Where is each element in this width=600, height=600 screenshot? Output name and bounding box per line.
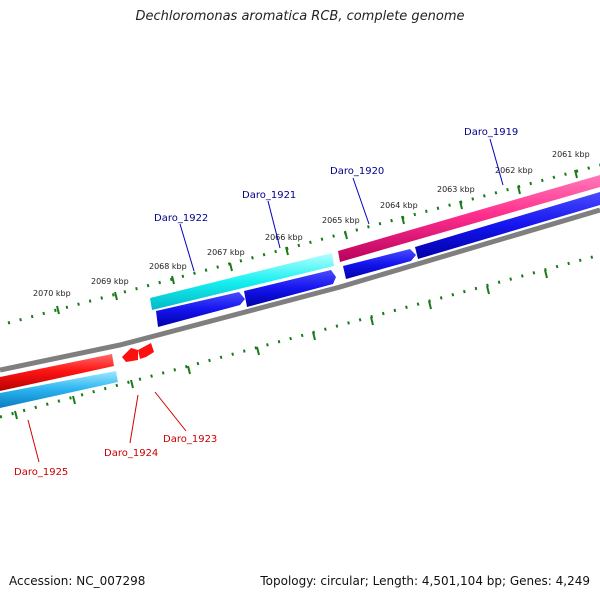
leader-daro-1921: [267, 200, 281, 249]
gene-label-daro-1920[interactable]: Daro_1920: [330, 166, 384, 177]
gene-daro-1923-arrow[interactable]: [138, 343, 154, 359]
tick-label-2066: 2066 kbp: [265, 233, 303, 242]
tick-label-2068: 2068 kbp: [149, 262, 187, 271]
genome-backbone: [0, 207, 600, 373]
inner-major-tick: [428, 300, 432, 310]
inner-major-tick: [544, 269, 548, 279]
inner-major-tick: [72, 395, 76, 405]
inner-major-tick: [312, 331, 316, 341]
outer-scale-ticks: [7, 163, 600, 325]
tick-label-2062: 2062 kbp: [495, 166, 533, 175]
gene-daro-1921-arrow[interactable]: [244, 270, 336, 307]
leader-daro-1919: [489, 138, 504, 186]
leader-daro-1922: [179, 223, 195, 272]
major-tick-2069: [114, 291, 118, 301]
major-tick-2067: [229, 262, 233, 272]
accession-text: Accession: NC_007298: [9, 574, 146, 588]
outer-tick-dots: [7, 163, 600, 325]
gene-daro-1924-arrow[interactable]: [122, 348, 138, 362]
scale-labels: 2061 kbp 2062 kbp 2063 kbp 2064 kbp 2065…: [33, 150, 590, 298]
forward-strand-genes: [150, 175, 600, 327]
gene-daro-1922-track[interactable]: [150, 253, 334, 310]
major-tick-2068: [171, 275, 175, 285]
inner-scale-ticks: [0, 253, 600, 420]
gene-daro-1925-arrow[interactable]: [0, 371, 118, 408]
gene-label-daro-1924[interactable]: Daro_1924: [104, 448, 158, 459]
inner-major-tick: [14, 410, 18, 420]
major-tick-2062: [517, 185, 521, 195]
label-leaders: [27, 138, 504, 463]
inner-major-tick: [370, 316, 374, 326]
gene-label-daro-1925[interactable]: Daro_1925: [14, 467, 68, 478]
gene-daro-1919-1920-track[interactable]: [338, 175, 600, 262]
genome-summary-text: Topology: circular; Length: 4,501,104 bp…: [260, 574, 590, 588]
tick-label-2065: 2065 kbp: [322, 216, 360, 225]
major-tick-2061: [574, 169, 578, 179]
reverse-strand-genes: [0, 343, 154, 408]
leader-daro-1924: [129, 394, 139, 444]
map-title: Dechloromonas aromatica RCB, complete ge…: [135, 9, 465, 24]
leader-daro-1925: [27, 419, 40, 463]
gene-daro-1922-arrow[interactable]: [156, 292, 245, 327]
gene-daro-1920-arrow[interactable]: [343, 249, 416, 279]
inner-tick-dots: [0, 253, 600, 419]
leader-daro-1923: [154, 391, 187, 432]
tick-label-2061: 2061 kbp: [552, 150, 590, 159]
inner-major-tick: [486, 285, 490, 295]
major-tick-2064: [401, 215, 405, 225]
gene-label-daro-1921[interactable]: Daro_1921: [242, 190, 296, 201]
major-tick-2066: [285, 246, 289, 256]
inner-major-tick: [256, 346, 260, 356]
major-tick-2065: [344, 230, 348, 240]
tick-label-2070: 2070 kbp: [33, 289, 71, 298]
gene-label-daro-1922[interactable]: Daro_1922: [154, 213, 208, 224]
tick-label-2069: 2069 kbp: [91, 277, 129, 286]
leader-daro-1920: [352, 177, 370, 225]
tick-label-2063: 2063 kbp: [437, 185, 475, 194]
tick-label-2067: 2067 kbp: [207, 248, 245, 257]
inner-major-tick: [130, 379, 134, 389]
tick-label-2064: 2064 kbp: [380, 201, 418, 210]
gene-daro-1925-track[interactable]: [0, 354, 114, 391]
gene-daro-1919-arrow[interactable]: [415, 192, 600, 259]
major-tick-2063: [459, 200, 463, 210]
gene-label-daro-1919[interactable]: Daro_1919: [464, 127, 518, 138]
major-tick-2070: [56, 305, 60, 315]
inner-major-tick: [187, 365, 191, 375]
gene-label-daro-1923[interactable]: Daro_1923: [163, 434, 217, 445]
gene-labels: Daro_1919 Daro_1920 Daro_1921 Daro_1922 …: [14, 127, 518, 478]
